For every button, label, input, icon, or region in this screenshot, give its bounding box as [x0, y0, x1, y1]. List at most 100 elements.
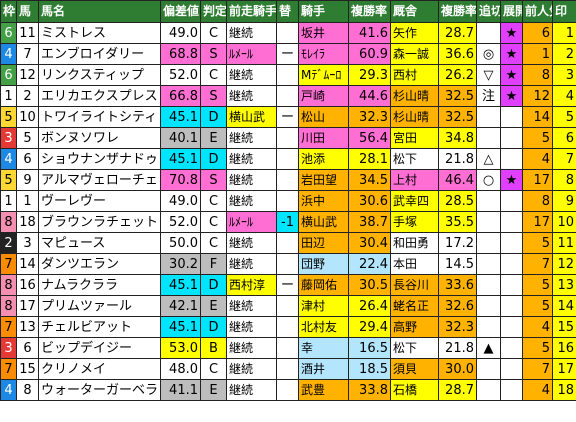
frame-number: 8 — [0, 295, 17, 317]
grade: D — [200, 316, 227, 338]
deviation-score: 30.2 — [160, 253, 201, 275]
horse-number: 3 — [16, 232, 39, 254]
horse-name: ショウナンザナドゥ — [38, 148, 161, 170]
swap — [276, 253, 299, 275]
stable-rate: 28.5 — [438, 190, 477, 212]
deviation-score: 45.1 — [160, 148, 201, 170]
prev-popularity: 14 — [522, 106, 553, 128]
header-2: 馬名 — [38, 0, 161, 23]
development-mark — [500, 127, 523, 149]
prev-popularity: 7 — [522, 358, 553, 380]
jockey: ﾓﾚｲﾗ — [298, 43, 349, 65]
development-mark — [500, 295, 523, 317]
rank: 7 — [552, 148, 576, 170]
previous-jockey: 継続 — [226, 85, 277, 107]
rank: 12 — [552, 253, 576, 275]
frame-number: 4 — [0, 43, 17, 65]
development-mark — [500, 274, 523, 296]
jockey: 団野 — [298, 253, 349, 275]
horse-name: プリムツァール — [38, 295, 161, 317]
frame-number: 8 — [0, 274, 17, 296]
grade: S — [200, 43, 227, 65]
jockey: 川田 — [298, 127, 349, 149]
previous-jockey: 継続 — [226, 22, 277, 44]
jockey: 津村 — [298, 295, 349, 317]
grade: C — [200, 358, 227, 380]
frame-number: 3 — [0, 127, 17, 149]
stable: 高野 — [390, 316, 439, 338]
jockey-rate: 28.1 — [348, 148, 391, 170]
stable-rate: 34.8 — [438, 127, 477, 149]
rank: 1 — [552, 22, 576, 44]
frame-number: 7 — [0, 316, 17, 338]
rank: 10 — [552, 211, 576, 233]
jockey-rate: 30.6 — [348, 190, 391, 212]
frame-number: 4 — [0, 379, 17, 401]
rank: 2 — [552, 43, 576, 65]
deviation-score: 68.8 — [160, 43, 201, 65]
table-row: 7 15 クリノメイ 48.0 C 継続 酒井 18.5 須貝 30.0 7 17 — [0, 358, 576, 380]
frame-number: 7 — [0, 358, 17, 380]
frame-number: 6 — [0, 64, 17, 86]
deviation-score: 49.0 — [160, 190, 201, 212]
frame-number: 3 — [0, 337, 17, 359]
swap — [276, 358, 299, 380]
deviation-score: 70.8 — [160, 169, 201, 191]
jockey-rate: 44.6 — [348, 85, 391, 107]
previous-jockey: 継続 — [226, 295, 277, 317]
prev-popularity: 5 — [522, 274, 553, 296]
horse-number: 7 — [16, 43, 39, 65]
rank: 5 — [552, 106, 576, 128]
swap — [276, 85, 299, 107]
table-row: 3 6 ビップデイジー 53.0 B 継続幸 16.5 松下 21.8 ▲ 5 16 — [0, 337, 576, 359]
deviation-score: 45.1 — [160, 106, 201, 128]
development-mark — [500, 106, 523, 128]
header-3: 偏差値 — [160, 0, 201, 23]
jockey-rate: 60.9 — [348, 43, 391, 65]
deviation-score: 52.0 — [160, 211, 201, 233]
drill-mark — [476, 127, 501, 149]
stable: 石橋 — [390, 379, 439, 401]
header-13: 前人気 — [522, 0, 553, 23]
swap — [276, 148, 299, 170]
grade: C — [200, 64, 227, 86]
development-mark — [500, 148, 523, 170]
stable-rate: 21.8 — [438, 337, 477, 359]
frame-number: 8 — [0, 211, 17, 233]
swap — [276, 232, 299, 254]
deviation-score: 41.1 — [160, 379, 201, 401]
swap — [276, 22, 299, 44]
grade: D — [200, 148, 227, 170]
prev-popularity: 5 — [522, 337, 553, 359]
table-row: 7 13 チェルビアット 45.1 D 継続 北村友 29.4 高野 32.3 4 15 — [0, 316, 576, 338]
table-row: 8 18 ブラウンラチェット 52.0 C ﾙﾒｰﾙ -1 横山武 38.7 手塚 35.5 17 10 — [0, 211, 576, 233]
grade: S — [200, 169, 227, 191]
rank: 18 — [552, 379, 576, 401]
previous-jockey: 継続 — [226, 337, 277, 359]
stable-rate: 46.4 — [438, 169, 477, 191]
swap — [276, 295, 299, 317]
swap — [276, 190, 299, 212]
swap: -1 — [276, 211, 299, 233]
table-row: 4 7 エンブロイダリー 68.8 S ﾙﾒｰﾙーﾓﾚｲﾗ 60.9 森一誠 36.6 ◎ ★ 1 2 — [0, 43, 576, 65]
jockey: 幸 — [298, 337, 349, 359]
drill-mark — [476, 253, 501, 275]
prev-popularity: 8 — [522, 64, 553, 86]
horse-number: 12 — [16, 64, 39, 86]
jockey: 松山 — [298, 106, 349, 128]
stable: 松下 — [390, 148, 439, 170]
stable-rate: 28.7 — [438, 379, 477, 401]
horse-name: ボンヌソワレ — [38, 127, 161, 149]
drill-mark — [476, 190, 501, 212]
stable-rate: 17.2 — [438, 232, 477, 254]
table-row: 1 1 ヴーレヴー 49.0 C 継続 浜中 30.6 武幸四 28.5 8 9 — [0, 190, 576, 212]
rank: 16 — [552, 337, 576, 359]
drill-mark — [476, 379, 501, 401]
rank: 11 — [552, 232, 576, 254]
grade: S — [200, 85, 227, 107]
horse-name: ダンツエラン — [38, 253, 161, 275]
horse-number: 8 — [16, 379, 39, 401]
horse-name: リンクスティップ — [38, 64, 161, 86]
horse-number: 6 — [16, 337, 39, 359]
jockey-rate: 29.3 — [348, 64, 391, 86]
